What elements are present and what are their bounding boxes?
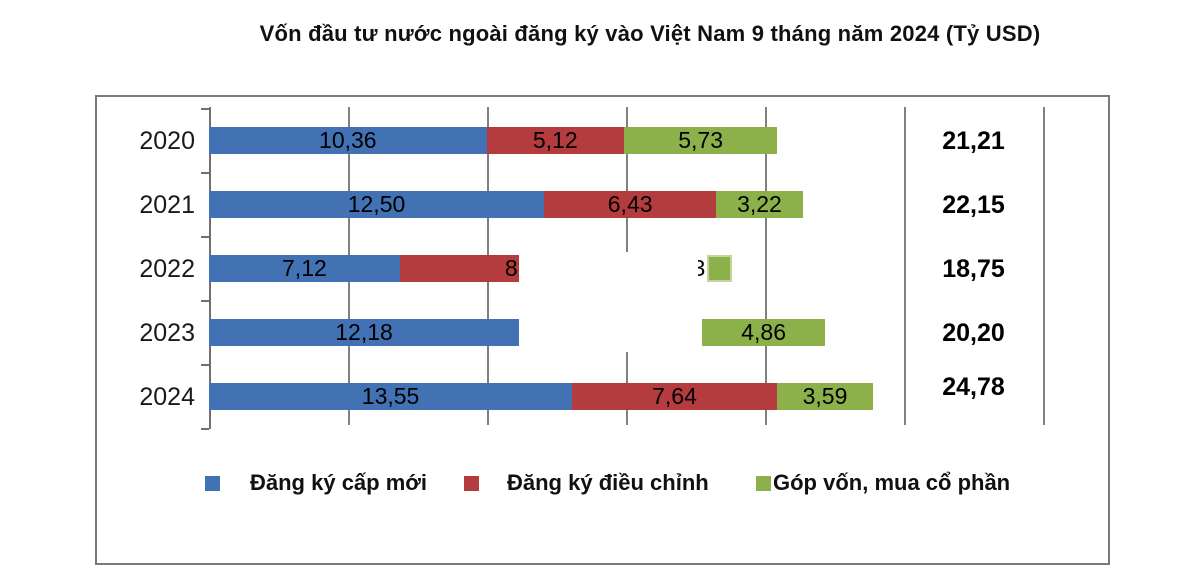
year-label: 2023: [139, 318, 195, 347]
bar-value-label: 13,55: [361, 383, 420, 409]
gridline: [765, 107, 767, 425]
bar-segment: 6,43: [544, 191, 717, 218]
bar-segment: 7,64: [572, 383, 777, 410]
axis-tick: [201, 108, 209, 110]
bar-value-label: 3,59: [802, 383, 848, 409]
axis-tick: [201, 300, 209, 302]
partial-bar-label: 3: [698, 255, 708, 282]
bar-value-label: 7,12: [282, 255, 327, 281]
chart-title: Vốn đầu tư nước ngoài đăng ký vào Việt N…: [259, 21, 1041, 46]
bar-segment: 5,73: [623, 127, 778, 154]
bar-segment: 13,55: [209, 383, 573, 410]
bar-segment: 4,86: [702, 319, 826, 346]
legend-label: Đăng ký cấp mới: [250, 470, 428, 495]
total-label: 24,78: [942, 373, 1005, 401]
legend-swatch: [205, 476, 220, 491]
bar-value-label: 7,64: [652, 383, 697, 409]
bar-value-label: 10,36: [319, 127, 377, 153]
legend-swatch: [756, 476, 771, 491]
bar-segment: [706, 255, 732, 282]
legend-swatch: [464, 476, 479, 491]
year-label: 2020: [139, 126, 195, 155]
axis-tick: [201, 428, 209, 430]
gridline: [626, 107, 628, 252]
bar-value-label: 3: [697, 255, 706, 281]
bar-segment: 3,59: [776, 383, 874, 410]
bar-segment: 12,50: [209, 191, 544, 218]
bar-value-label: 4,86: [741, 319, 786, 345]
year-label: 2022: [139, 254, 195, 283]
axis-tick: [201, 364, 209, 366]
legend-label: Đăng ký điều chỉnh: [507, 470, 709, 495]
axis-tick: [201, 236, 209, 238]
bar-segment: 8,: [399, 255, 520, 282]
plot-area: 2020 10,36 5,12 5,73 21,21 2021 12,50 6,43 3,22 2…: [95, 95, 1110, 565]
bar-segment: 5,12: [486, 127, 624, 154]
bar-value-label: 8,: [504, 255, 519, 281]
total-label: 18,75: [942, 255, 1005, 283]
bar-value-label: 3,22: [737, 191, 782, 217]
bar-value-label: 6,43: [607, 191, 653, 217]
total-label: 21,21: [942, 127, 1005, 155]
legend-label: Góp vốn, mua cổ phần: [773, 470, 1011, 495]
total-label: 20,20: [942, 319, 1005, 347]
bar-value-label: 12,50: [347, 191, 406, 217]
axis-tick: [201, 172, 209, 174]
year-label: 2024: [139, 382, 195, 411]
bar-segment: 7,12: [209, 255, 400, 282]
bar-segment: 12,18: [209, 319, 520, 346]
gridline: [904, 107, 906, 425]
bar-value-label: 12,18: [335, 319, 393, 345]
year-label: 2021: [139, 190, 195, 219]
bar-segment: 10,36: [209, 127, 487, 154]
bar-segment: 3,22: [716, 191, 803, 218]
gridline: [1043, 107, 1045, 425]
bar-value-label: 5,12: [532, 127, 578, 153]
total-label: 22,15: [942, 191, 1005, 219]
bar-value-label: 5,73: [678, 127, 724, 153]
